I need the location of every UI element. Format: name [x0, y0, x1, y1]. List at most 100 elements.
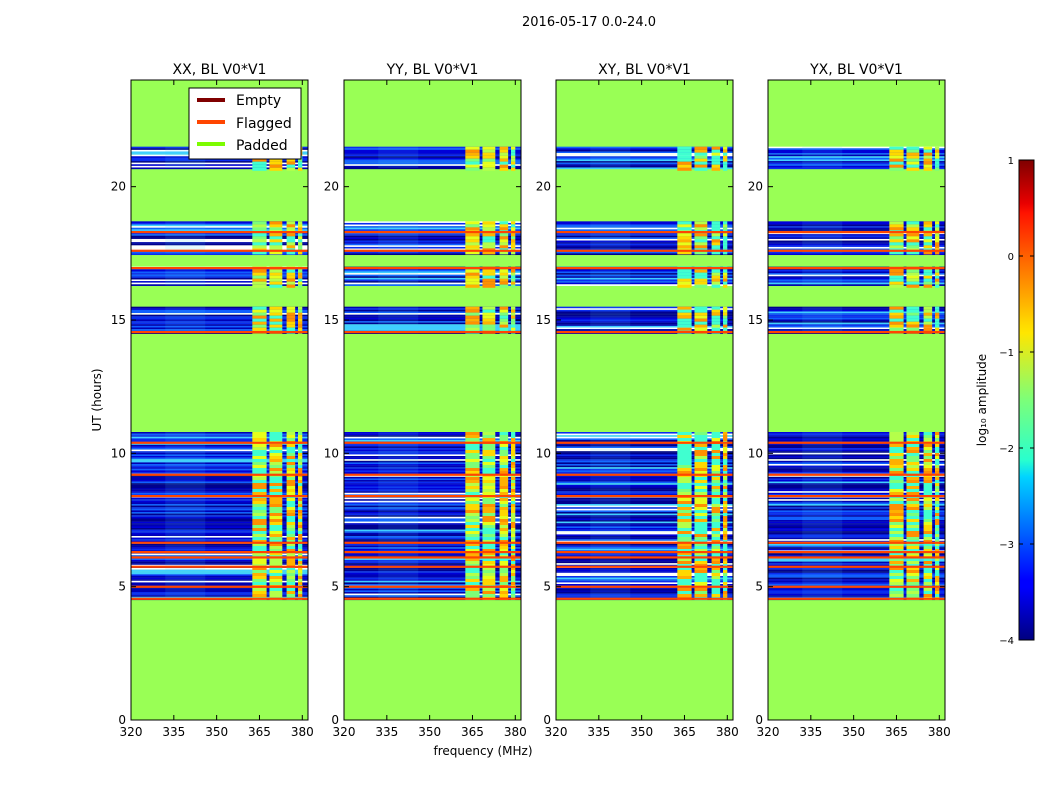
rfi-cell: [465, 272, 480, 276]
figure-title: 2016-05-17 0.0-24.0: [522, 15, 656, 30]
panel-title: YY, BL V0*V1: [386, 62, 479, 78]
noise-row: [768, 436, 945, 439]
noise-row: [768, 227, 945, 230]
rfi-cell: [252, 465, 267, 469]
rfi-cell: [923, 444, 933, 448]
rfi-cell: [298, 486, 303, 490]
rfi-cell: [906, 534, 920, 538]
rfi-cell: [511, 471, 516, 475]
rfi-cell: [711, 492, 721, 496]
rfi-cell: [298, 164, 303, 168]
rfi-cell: [694, 221, 708, 225]
flagged-row: [556, 556, 733, 559]
noise-row: [344, 156, 521, 158]
rfi-cell: [694, 546, 708, 550]
rfi-cell: [677, 546, 692, 550]
y-tick-label: 5: [331, 580, 339, 594]
rfi-cell: [511, 327, 516, 331]
rfi-cell: [889, 161, 904, 165]
panel-title: YX, BL V0*V1: [809, 62, 903, 78]
noise-row: [131, 465, 308, 468]
rfi-cell: [694, 588, 708, 592]
noise-row: [131, 242, 308, 244]
noise-row: [344, 548, 521, 551]
rfi-cell: [499, 534, 509, 538]
noise-row: [131, 499, 308, 501]
noise-row: [556, 502, 733, 505]
legend-label-flagged: Flagged: [236, 116, 292, 132]
rfi-cell: [252, 318, 267, 322]
rfi-cell: [499, 549, 509, 553]
noise-row: [344, 574, 521, 577]
rfi-cell: [677, 318, 692, 322]
rfi-cell: [889, 227, 904, 231]
noise-row: [131, 238, 308, 241]
rfi-cell: [298, 504, 303, 508]
flagged-row: [768, 249, 945, 252]
rfi-cell: [511, 546, 516, 550]
rfi-cell: [906, 227, 920, 231]
rfi-cell: [711, 242, 721, 246]
y-tick-label: 5: [755, 580, 763, 594]
rfi-cell: [935, 507, 940, 511]
rfi-cell: [723, 492, 728, 496]
rfi-cell: [694, 236, 708, 240]
rfi-cell: [935, 528, 940, 532]
rfi-cell: [252, 315, 267, 319]
noise-row: [344, 492, 521, 495]
noise-row: [768, 151, 945, 154]
rfi-cell: [482, 462, 496, 466]
rfi-cell: [923, 435, 933, 439]
noise-row: [344, 536, 521, 538]
rfi-cell: [906, 275, 920, 279]
noise-row: [344, 468, 521, 471]
flagged-row: [768, 441, 945, 444]
rfi-cell: [499, 579, 509, 583]
rfi-cell: [482, 318, 496, 322]
noise-row: [344, 246, 521, 249]
flagged-row: [131, 556, 308, 559]
rfi-cell: [723, 450, 728, 454]
rfi-cell: [889, 549, 904, 553]
rfi-cell: [499, 224, 509, 228]
rfi-cell: [482, 528, 496, 532]
noise-row: [768, 433, 945, 436]
rfi-cell: [511, 306, 516, 310]
noise-row: [768, 472, 945, 474]
rfi-cell: [269, 576, 283, 580]
rfi-cell: [906, 284, 920, 288]
rfi-cell: [694, 564, 708, 568]
rfi-cell: [511, 233, 516, 237]
rfi-cell: [923, 525, 933, 529]
noise-row: [344, 313, 521, 315]
rfi-cell: [252, 489, 267, 493]
rfi-cell: [694, 444, 708, 448]
rfi-cell: [935, 543, 940, 547]
noise-row: [131, 534, 308, 537]
rfi-cell: [482, 459, 496, 463]
noise-row: [768, 478, 945, 481]
rfi-cell: [511, 315, 516, 319]
rfi-cell: [677, 275, 692, 279]
rfi-cell: [286, 507, 296, 511]
rfi-cell: [269, 224, 283, 228]
noise-row: [344, 580, 521, 583]
noise-row: [131, 497, 308, 500]
noise-row: [131, 512, 308, 514]
rfi-cell: [252, 236, 267, 240]
rfi-cell: [694, 275, 708, 279]
rfi-cell: [252, 525, 267, 529]
rfi-cell: [482, 315, 496, 319]
x-tick-label: 380: [291, 725, 314, 739]
rfi-cell: [465, 164, 480, 168]
noise-row: [131, 162, 308, 165]
noise-row: [131, 478, 308, 481]
rfi-cell: [906, 306, 920, 310]
rfi-cell: [511, 242, 516, 246]
rfi-cell: [923, 534, 933, 538]
rfi-cell: [482, 543, 496, 547]
rfi-cell: [286, 281, 296, 285]
rfi-cell: [889, 281, 904, 285]
noise-row: [131, 489, 308, 492]
